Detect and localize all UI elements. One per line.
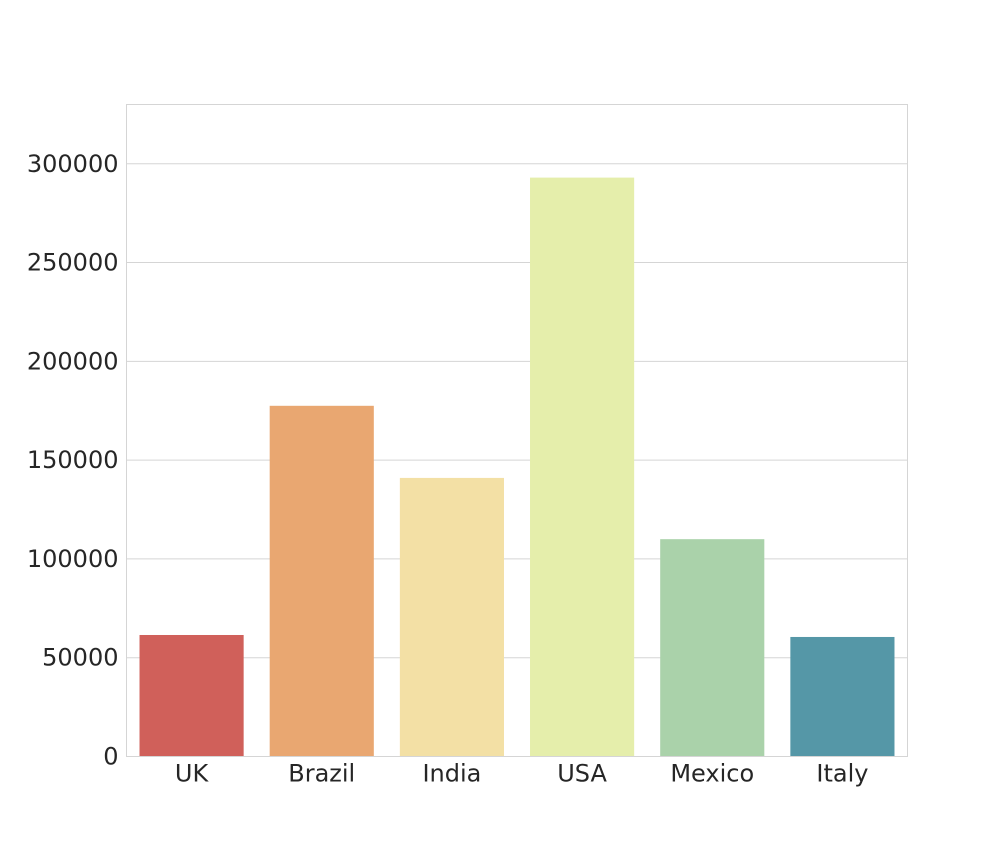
x-tick-label-mexico: Mexico [670,760,754,788]
x-tick-label-brazil: Brazil [288,760,355,788]
x-tick-label-india: India [422,760,481,788]
y-tick-label: 200000 [27,347,119,375]
bar-italy [790,636,895,757]
y-tick-label: 150000 [27,446,119,474]
y-axis-ticks: 0 50000 100000 150000 200000 250000 300000 [27,150,119,771]
y-tick-label: 300000 [27,150,119,178]
x-axis-ticks: UK Brazil India USA Mexico Italy [175,760,869,788]
bar-india [399,477,504,757]
bar-uk [139,634,244,757]
y-tick-label: 250000 [27,249,119,277]
gridlines [126,163,908,659]
bar-brazil [269,405,374,757]
y-tick-label: 0 [103,743,118,771]
x-tick-label-uk: UK [175,760,210,788]
x-tick-label-italy: Italy [816,760,868,788]
x-tick-label-usa: USA [557,760,607,788]
bars [139,177,895,757]
y-tick-label: 100000 [27,545,119,573]
bar-mexico [660,539,765,757]
plot-frame [126,104,908,757]
y-tick-label: 50000 [42,644,118,672]
bar-usa [530,177,635,757]
